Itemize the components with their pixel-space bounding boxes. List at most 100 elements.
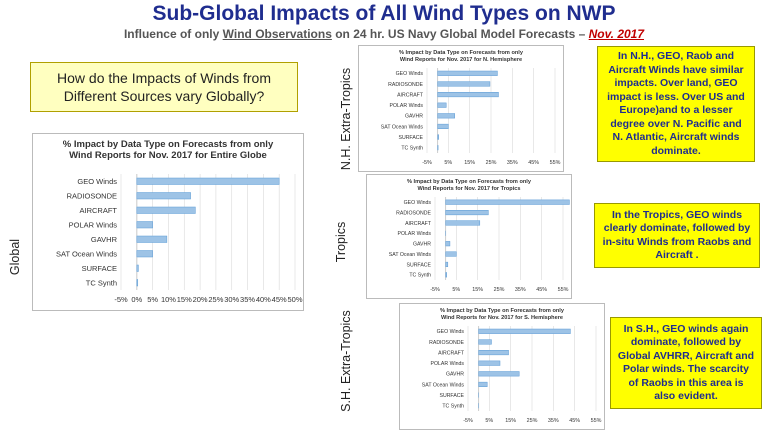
tropics-tick-label: -5% — [430, 287, 440, 293]
question-box: How do the Impacts of Winds from Differe… — [30, 62, 298, 112]
nh-tick-label: -5% — [422, 160, 432, 166]
sh-category-label: SURFACE — [439, 393, 464, 399]
row-label-nh: N.H. Extra-Tropics — [339, 67, 353, 171]
global-tick-label: 0% — [131, 295, 142, 304]
note-tropics: In the Tropics, GEO winds clearly domina… — [594, 203, 760, 268]
nh-category-label: RADIOSONDE — [388, 82, 423, 88]
page-subtitle: Influence of only Wind Observations on 2… — [0, 27, 768, 41]
tropics-tick-label: 5% — [452, 287, 460, 293]
tropics-bar — [445, 261, 449, 267]
tropics-category-label: GAVHR — [413, 242, 431, 248]
nh-bar — [437, 123, 449, 129]
row-label-global: Global — [8, 238, 22, 276]
sh-bar — [478, 381, 488, 387]
tropics-chart-title: % Impact by Data Type on Forecasts from … — [407, 179, 532, 192]
sh-category-label: AIRCRAFT — [438, 350, 465, 356]
nh-bar — [437, 92, 499, 98]
global-tick-label: 5% — [147, 295, 158, 304]
global-bar — [136, 279, 139, 287]
nh-tick-label: 25% — [486, 160, 497, 166]
sh-bar — [478, 371, 520, 377]
tropics-bar — [445, 251, 457, 257]
sh-category-label: POLAR Winds — [431, 361, 465, 367]
nh-tick-label: 5% — [444, 160, 452, 166]
nh-chart-title: % Impact by Data Type on Forecasts from … — [399, 50, 524, 63]
sh-category-label: TC Synth — [442, 404, 464, 410]
global-bar — [136, 250, 153, 258]
tropics-category-label: AIRCRAFT — [405, 221, 432, 227]
tropics-bar — [445, 199, 570, 205]
note-nh: In N.H., GEO, Raob and Aircraft Winds ha… — [597, 46, 755, 162]
nh-category-label: POLAR Winds — [390, 103, 424, 109]
chart-nh: % Impact by Data Type on Forecasts from … — [358, 45, 564, 172]
chart-global: % Impact by Data Type on Forecasts from … — [32, 133, 304, 311]
tropics-category-label: GEO Winds — [404, 200, 432, 206]
tropics-category-label: POLAR Winds — [398, 231, 432, 237]
global-tick-label: 10% — [161, 295, 176, 304]
sh-category-label: RADIOSONDE — [429, 340, 464, 346]
sh-chart-title: % Impact by Data Type on Forecasts from … — [440, 308, 565, 321]
global-tick-label: 40% — [256, 295, 271, 304]
nh-tick-label: 35% — [507, 160, 518, 166]
chart-tropics: % Impact by Data Type on Forecasts from … — [366, 174, 572, 299]
nh-bar — [437, 134, 439, 140]
global-tick-label: 25% — [208, 295, 223, 304]
sh-bar — [478, 360, 501, 366]
tropics-category-label: SAT Ocean Winds — [389, 252, 432, 258]
subtitle-wind-observations: Wind Observations — [222, 27, 332, 41]
tropics-bar — [445, 241, 451, 247]
sh-tick-label: 25% — [527, 418, 538, 424]
global-bar — [136, 264, 139, 272]
global-category-label: AIRCRAFT — [80, 206, 118, 215]
sh-tick-label: 5% — [485, 418, 493, 424]
global-tick-label: -5% — [114, 295, 128, 304]
tropics-tick-label: 15% — [472, 287, 483, 293]
global-category-label: GAVHR — [91, 235, 118, 244]
sh-tick-label: -5% — [463, 418, 473, 424]
tropics-tick-label: 55% — [558, 287, 569, 293]
subtitle-text-2: on 24 hr. US Navy Global Model Forecasts… — [331, 27, 589, 41]
global-tick-label: 15% — [177, 295, 192, 304]
tropics-bar — [445, 220, 481, 226]
nh-category-label: SAT Ocean Winds — [381, 124, 424, 130]
global-tick-label: 20% — [193, 295, 208, 304]
subtitle-text-1: Influence of only — [123, 27, 223, 41]
tropics-category-label: TC Synth — [409, 273, 431, 279]
global-bar — [136, 221, 153, 229]
chart-global-svg: % Impact by Data Type on Forecasts from … — [56, 139, 303, 304]
chart-nh-svg: % Impact by Data Type on Forecasts from … — [381, 50, 561, 166]
note-sh: In S.H., GEO winds again dominate, follo… — [610, 317, 762, 409]
nh-tick-label: 45% — [528, 160, 539, 166]
nh-category-label: GAVHR — [405, 114, 423, 120]
sh-bar — [478, 328, 571, 334]
row-label-tropics: Tropics — [334, 221, 348, 263]
sh-category-label: GEO Winds — [437, 329, 465, 335]
nh-category-label: AIRCRAFT — [397, 92, 424, 98]
nh-bar — [437, 70, 498, 76]
global-tick-label: 30% — [224, 295, 239, 304]
nh-tick-label: 15% — [464, 160, 475, 166]
sh-tick-label: 55% — [591, 418, 602, 424]
tropics-tick-label: 35% — [515, 287, 526, 293]
sh-bar — [478, 350, 509, 356]
global-bar — [136, 192, 191, 200]
tropics-category-label: SURFACE — [406, 262, 431, 268]
global-tick-label: 45% — [272, 295, 287, 304]
global-category-label: RADIOSONDE — [67, 191, 117, 200]
subtitle-date: Nov. 2017 — [588, 27, 645, 41]
chart-sh: % Impact by Data Type on Forecasts from … — [399, 303, 605, 430]
tropics-tick-label: 25% — [494, 287, 505, 293]
global-category-label: GEO Winds — [77, 177, 117, 186]
nh-category-label: TC Synth — [401, 146, 423, 152]
nh-tick-label: 55% — [550, 160, 561, 166]
global-category-label: TC Synth — [86, 278, 117, 287]
global-tick-label: 35% — [240, 295, 255, 304]
global-chart-title: % Impact by Data Type on Forecasts from … — [63, 139, 274, 161]
sh-tick-label: 35% — [548, 418, 559, 424]
nh-bar — [437, 113, 455, 119]
nh-category-label: GEO Winds — [396, 71, 424, 77]
tropics-bar — [445, 210, 489, 216]
global-category-label: POLAR Winds — [69, 220, 118, 229]
sh-tick-label: 15% — [505, 418, 516, 424]
global-bar — [136, 235, 168, 243]
